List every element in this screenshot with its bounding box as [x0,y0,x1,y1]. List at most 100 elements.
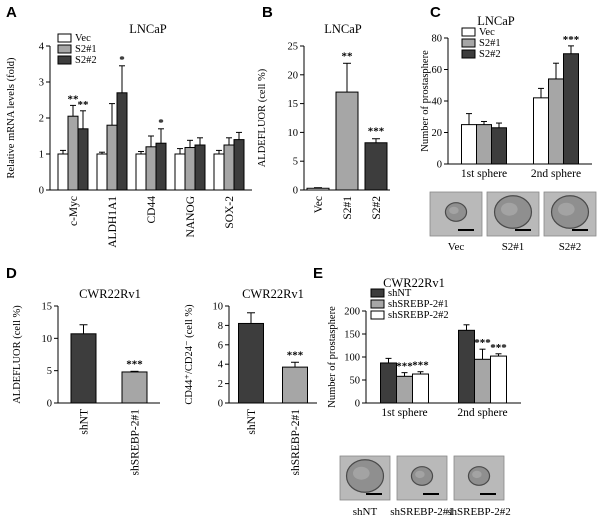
y-tick-label: 150 [344,330,360,341]
chart-title: CWR22Rv1 [383,276,445,290]
legend-swatch [461,27,476,37]
photo-label: Vec [448,241,465,253]
sphere-photo [339,455,391,501]
y-tick-label: 2 [39,114,44,125]
bar [77,128,89,191]
sphere-photo [543,191,597,237]
bar [96,153,108,191]
legend-label: shSREBP-2#1 [388,299,449,310]
y-tick-label: 3 [39,78,44,89]
bar [223,144,235,191]
significance-label: ** [78,99,90,111]
y-tick-label: 0 [218,399,223,410]
photo-label: shSREBP-2#1 [390,506,454,518]
significance-label: *** [412,360,429,372]
y-tick-label: 0 [39,186,44,197]
y-tick-label: 10 [213,302,224,313]
x-tick-label: shNT [79,409,91,435]
panel-letter: B [262,4,273,21]
y-tick-label: 100 [344,353,360,364]
sphere-photo [453,455,505,501]
sphere-highlight [472,470,482,479]
legend-label: S2#2 [75,55,97,66]
bar [282,366,308,404]
x-tick-label: ALDH1A1 [107,196,119,248]
bar [461,124,477,165]
sphere-highlight [415,470,425,479]
bar [194,144,206,191]
bar [474,358,491,404]
significance-label: *** [474,337,491,349]
y-tick-label: 10 [288,128,299,139]
y-tick-label: 2 [218,379,223,390]
bar [412,373,429,404]
y-tick-label: 200 [344,307,360,318]
bar [306,187,330,191]
chart-title: CWR22Rv1 [79,287,141,301]
x-tick-label: Vec [313,196,325,213]
x-tick-label: NANOG [185,196,197,238]
y-tick-label: 80 [432,34,443,45]
legend-swatch [57,33,72,43]
legend-swatch [370,310,385,320]
legend-swatch [461,38,476,48]
bar [106,124,118,191]
y-tick-label: 20 [288,70,299,81]
bar [533,97,549,165]
y-tick-label: 15 [42,302,53,313]
y-tick-label: 8 [218,321,223,332]
legend-label: S2#1 [479,38,501,49]
photo-label: shSREBP-2#2 [447,506,511,518]
x-tick-label: 1st sphere [461,168,507,180]
y-tick-label: 10 [42,334,53,345]
chart-D2: CWR22Rv1 0 2 4 6 8 10 CD44⁺/CD24⁻ (cell %) shNT *… [184,287,317,475]
x-tick-label: CD44 [146,196,158,224]
x-tick-label: 2nd sphere [531,168,581,180]
bar [57,153,69,191]
y-tick-label: 4 [218,360,224,371]
y-tick-label: 4 [39,42,45,53]
y-tick-label: 0 [47,399,52,410]
chart-title: CWR22Rv1 [242,287,304,301]
legend-label: shNT [388,288,412,299]
bar [116,92,128,191]
panel-letter: A [6,4,17,21]
bar [135,153,147,191]
x-tick-label: S2#2 [371,196,383,220]
y-tick-label: 50 [350,376,361,387]
sphere-photo [429,191,483,237]
photo-strip-C: Vec S2#1 S2#2 [429,191,597,253]
y-axis-label: ALDEFLUOR (cell %) [257,68,268,167]
y-tick-label: 1 [39,150,44,161]
bar [67,115,79,191]
legend-swatch [57,55,72,65]
y-tick-label: 40 [432,97,443,108]
bar [155,142,167,191]
y-axis-label: CD44⁺/CD24⁻ (cell %) [184,304,195,405]
bar [563,53,579,165]
x-tick-label: shSREBP-2#1 [130,409,142,476]
legend-swatch [370,299,385,309]
x-tick-label: c-Myc [68,196,80,226]
bar [213,153,225,191]
significance-label: ** [68,93,80,105]
panel-letter: C [430,4,441,21]
x-tick-label: 1st sphere [381,407,427,419]
significance-label: *** [490,342,507,354]
legend-label: Vec [75,33,91,44]
bar [490,355,507,404]
chart-title: LNCaP [129,22,167,36]
legend-swatch [57,44,72,54]
legend-label: Vec [479,27,495,38]
y-tick-label: 6 [218,340,223,351]
sphere-highlight [500,202,518,216]
bar [364,142,388,191]
significance-label: * [119,54,125,66]
bar [145,146,157,191]
legend-swatch [370,288,385,298]
legend-label: S2#1 [75,44,97,55]
